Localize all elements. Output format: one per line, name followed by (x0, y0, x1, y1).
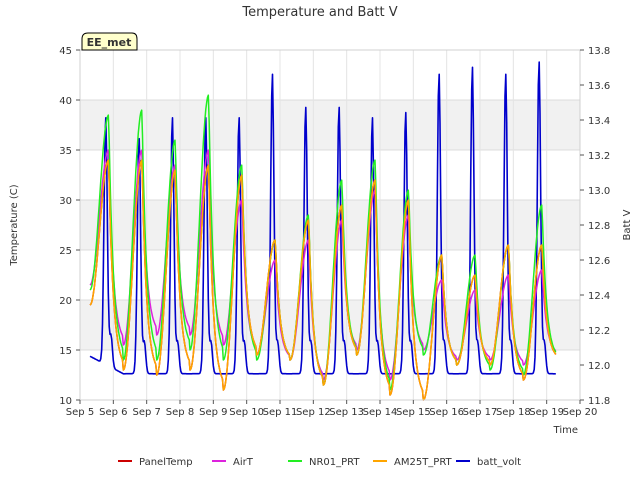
x-tick-label: Sep 14 (363, 407, 398, 418)
series-line-am25t-prt (89, 159, 557, 401)
y2-tick-label: 13.8 (588, 46, 610, 57)
y2-tick-label: 12.6 (588, 256, 610, 267)
x-tick-label: Sep 6 (99, 407, 127, 418)
x-tick-label: Sep 15 (396, 407, 431, 418)
x-tick-label: Sep 8 (166, 407, 194, 418)
y2-axis: 11.8 12.0 12.2 12.4 12.6 12.8 13.0 13.2 13.4 13.6… (580, 46, 610, 407)
y2-tick-label: 12.0 (588, 361, 610, 372)
y-tick-label: 35 (59, 146, 72, 157)
y-tick-label: 30 (59, 196, 72, 207)
x-tick-label: Sep 5 (66, 407, 94, 418)
x-tick-label: Sep 9 (199, 407, 227, 418)
x-tick-label: Sep 10 (229, 407, 264, 418)
y-tick-label: 45 (59, 46, 72, 57)
y2-tick-label: 13.6 (588, 81, 610, 92)
series-layer (89, 61, 557, 401)
y2-tick-label: 13.0 (588, 186, 610, 197)
y2-tick-label: 11.8 (588, 396, 610, 407)
legend-label: AirT (233, 457, 254, 468)
legend-label: batt_volt (477, 457, 521, 468)
y2-tick-label: 13.4 (588, 116, 610, 127)
y-axis: 10 15 20 25 30 35 40 45 (59, 46, 80, 407)
site-badge-label: EE_met (87, 36, 132, 49)
y-tick-label: 20 (59, 296, 72, 307)
y2-axis-label: Batt V (622, 209, 633, 240)
y-axis-label: Temperature (C) (9, 184, 20, 266)
y2-tick-label: 12.2 (588, 326, 610, 337)
x-tick-label: Sep 7 (132, 407, 160, 418)
x-tick-label: Sep 19 (529, 407, 564, 418)
x-tick-label: Sep 17 (463, 407, 498, 418)
plot-band (80, 200, 580, 250)
x-tick-label: Sep 11 (263, 407, 298, 418)
y-tick-label: 40 (59, 96, 72, 107)
y2-tick-label: 12.8 (588, 221, 610, 232)
site-badge: EE_met (81, 32, 138, 51)
y-tick-label: 25 (59, 246, 72, 257)
chart-title: Temperature and Batt V (241, 5, 397, 20)
x-tick-label: Sep 13 (329, 407, 364, 418)
x-tick-label: Sep 18 (496, 407, 531, 418)
y2-tick-label: 13.2 (588, 151, 610, 162)
legend-label: NR01_PRT (309, 457, 360, 468)
y-tick-label: 15 (59, 346, 72, 357)
legend-label: PanelTemp (139, 457, 193, 468)
y2-tick-label: 12.4 (588, 291, 610, 302)
x-tick-label: Sep 12 (296, 407, 331, 418)
x-tick-label: Sep 16 (429, 407, 464, 418)
x-tick-label: Sep 20 (563, 407, 598, 418)
legend: PanelTemp AirT NR01_PRT AM25T_PRT batt_volt (118, 457, 521, 468)
x-axis-label: Time (553, 425, 578, 436)
y-tick-label: 10 (59, 396, 72, 407)
plot-band (80, 100, 580, 150)
legend-label: AM25T_PRT (394, 457, 453, 468)
